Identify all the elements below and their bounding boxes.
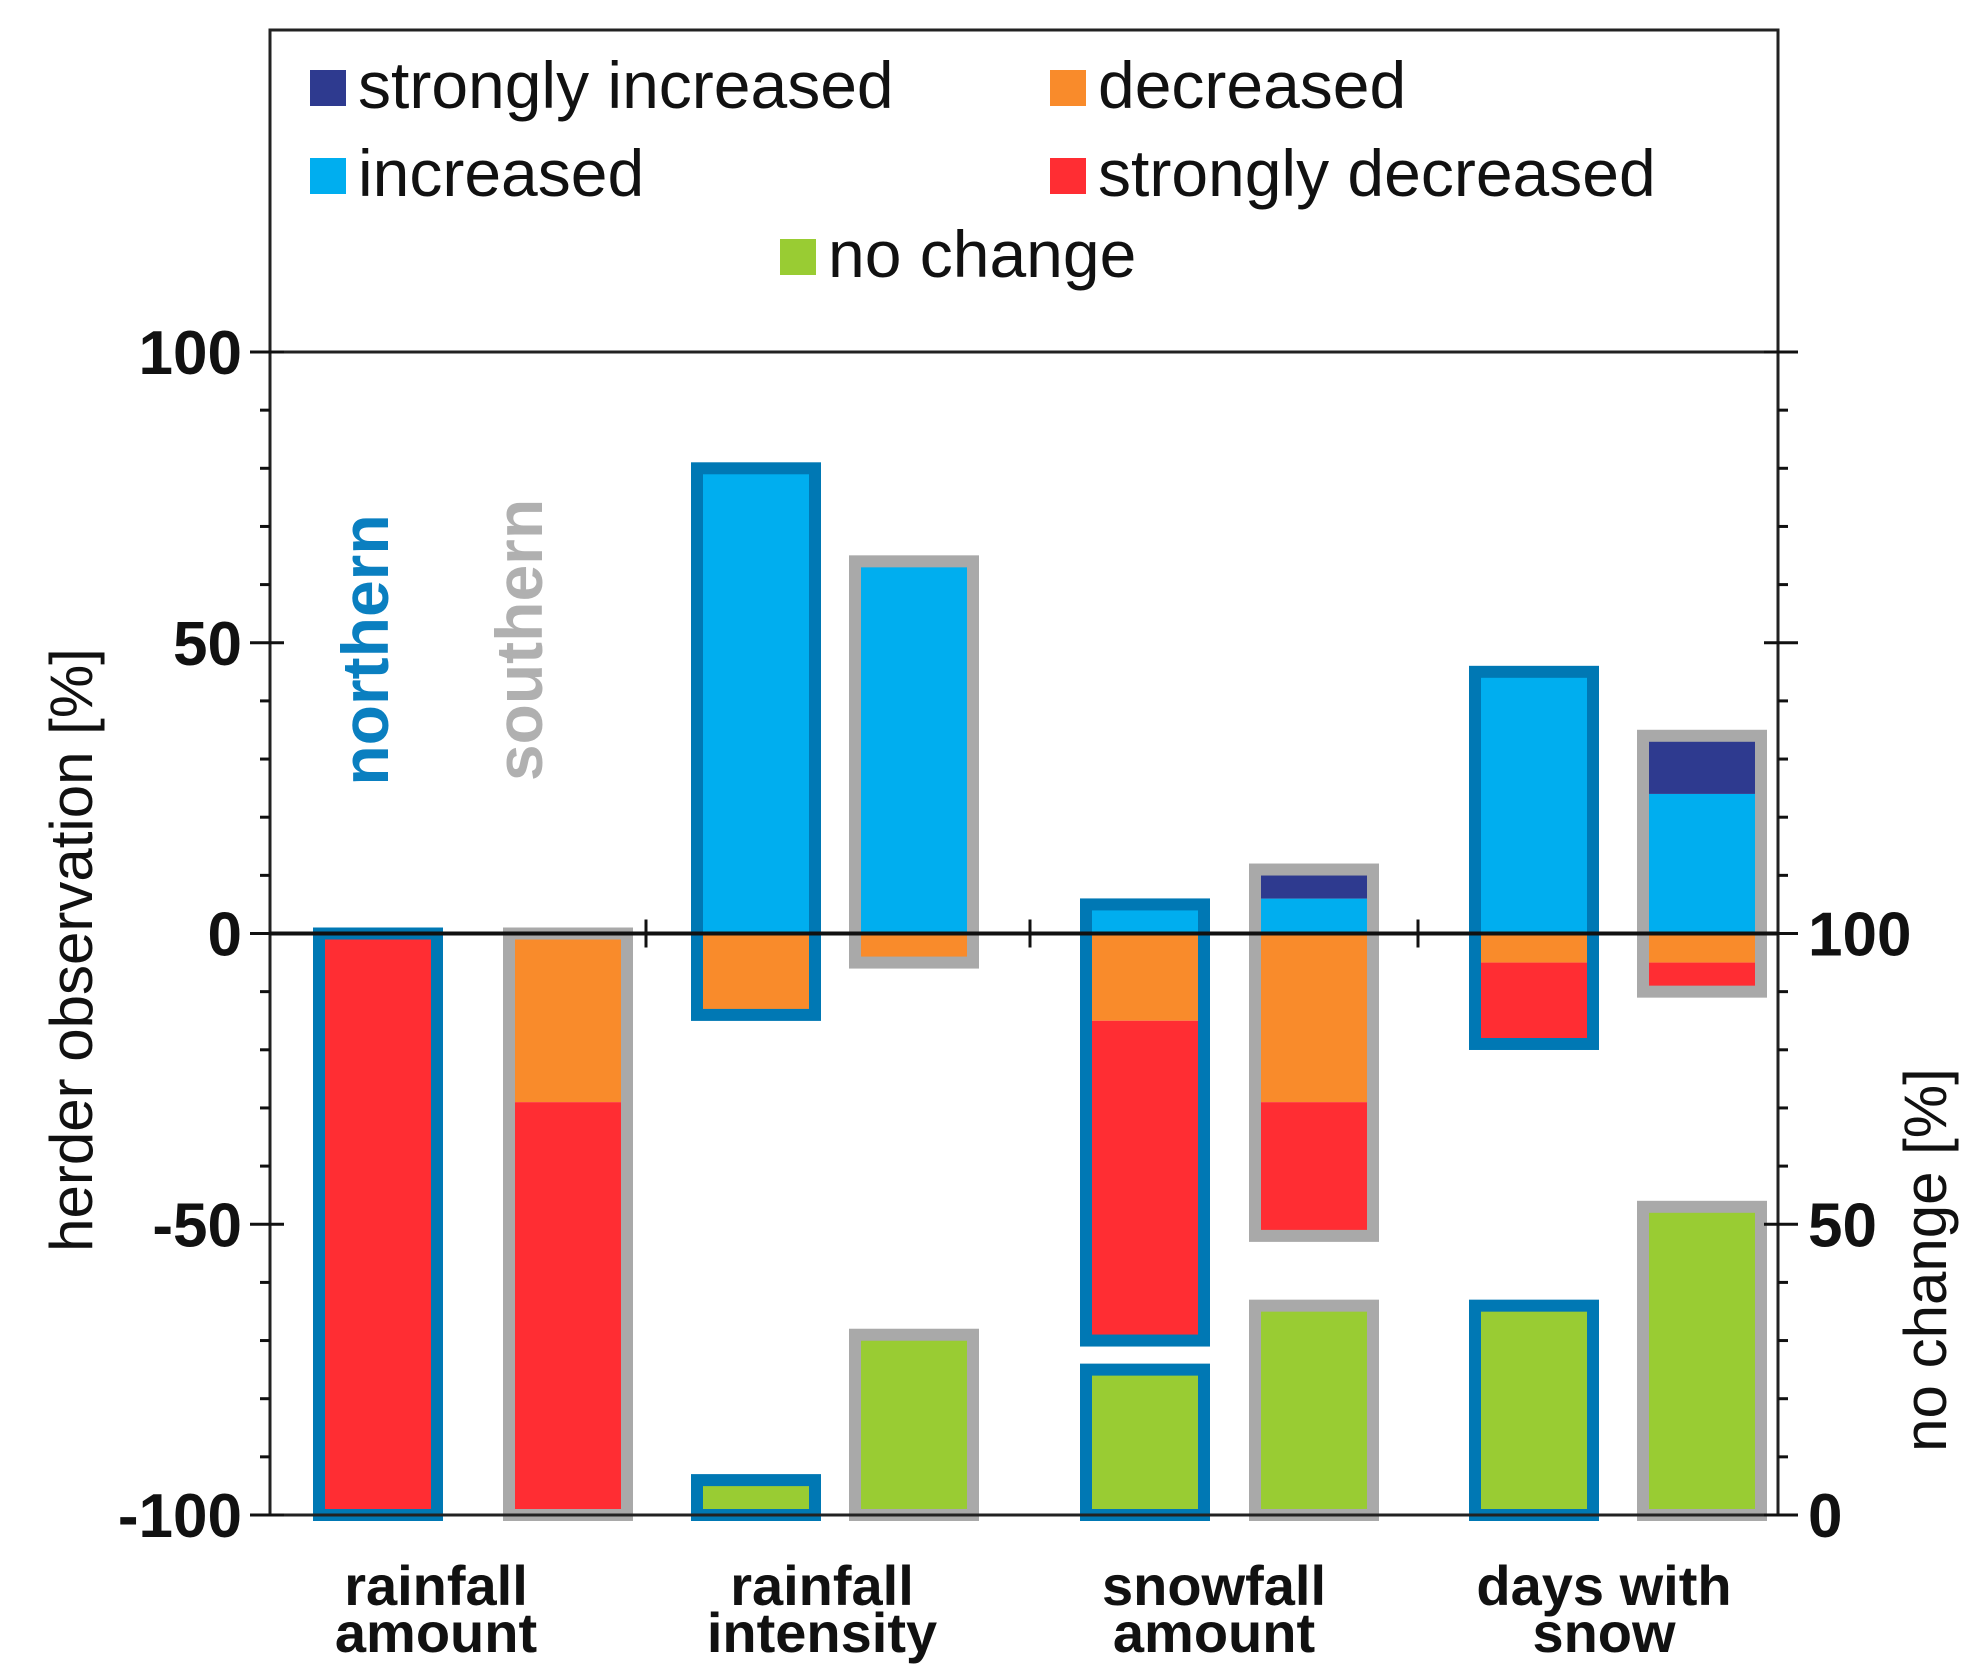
bar-outline-days-with-snow-northern bbox=[1469, 665, 1599, 1050]
category-label: amount bbox=[1113, 1601, 1315, 1664]
left-tick-label: -50 bbox=[152, 1191, 242, 1260]
right-tick-label: 50 bbox=[1808, 1191, 1877, 1260]
bar-outline-snowfall-amount-southern bbox=[1249, 863, 1379, 1242]
bar-seg-snowfall-amount-northern-decreased bbox=[1086, 933, 1204, 1021]
legend-swatch-decreased bbox=[1050, 70, 1086, 106]
legend-swatch-increased bbox=[310, 158, 346, 194]
bar-outline-rainfall-intensity-southern bbox=[849, 555, 979, 969]
group-label-southern: southern bbox=[482, 499, 556, 781]
bar-seg-rainfall-intensity-northern-decreased bbox=[697, 933, 815, 1015]
axes bbox=[250, 350, 1798, 1517]
legend-label-strongly-decreased: strongly decreased bbox=[1098, 136, 1656, 210]
bar-seg-snowfall-amount-northern-strongly-decreased bbox=[1086, 1020, 1204, 1341]
legend-swatch-no-change bbox=[780, 239, 816, 275]
bar-seg-days-with-snow-northern-increased bbox=[1475, 671, 1593, 934]
right-tick-label: 100 bbox=[1808, 901, 1911, 970]
labels: 100500-50-100100500rainfallamountrainfal… bbox=[38, 319, 1959, 1664]
category-label: snow bbox=[1532, 1601, 1676, 1664]
category-label: days with bbox=[1476, 1554, 1731, 1617]
bar-seg-rainfall-amount-northern-strongly-decreased bbox=[319, 933, 437, 1515]
left-tick-label: 0 bbox=[208, 901, 242, 970]
bar-seg-days-with-snow-northern-strongly-decreased bbox=[1475, 962, 1593, 1044]
legend: strongly increased decreased increased stro… bbox=[268, 28, 1780, 354]
bar-outline-snowfall-amount-northern bbox=[1080, 898, 1210, 1347]
legend-swatch-strongly-increased bbox=[310, 70, 346, 106]
bar-seg-snowfall-amount-southern-increased bbox=[1255, 898, 1373, 934]
bar-seg-rainfall-amount-southern-decreased bbox=[509, 933, 627, 1103]
bar-seg-rainfall-amount-southern-strongly-decreased bbox=[509, 1102, 627, 1515]
bar-seg-days-with-snow-northern-decreased bbox=[1475, 933, 1593, 963]
bar-seg-snowfall-amount-southern-decreased bbox=[1255, 933, 1373, 1103]
bar-outline-rainfall-intensity-northern bbox=[691, 462, 821, 1021]
bar-seg-days-with-snow-northern-no-change bbox=[1475, 1305, 1593, 1515]
bar-seg-days-with-snow-southern-increased bbox=[1643, 793, 1761, 934]
legend-label-strongly-increased: strongly increased bbox=[358, 48, 894, 122]
group-label-northern: northern bbox=[328, 514, 402, 785]
bar-seg-days-with-snow-southern-decreased bbox=[1643, 933, 1761, 963]
left-tick-label: 50 bbox=[173, 610, 242, 679]
bar-seg-days-with-snow-southern-no-change bbox=[1643, 1206, 1761, 1515]
category-label: snowfall bbox=[1102, 1554, 1326, 1617]
category-label: rainfall bbox=[344, 1554, 528, 1617]
category-label: intensity bbox=[707, 1601, 937, 1664]
bar-seg-snowfall-amount-northern-no-change bbox=[1086, 1369, 1204, 1515]
category-label: rainfall bbox=[730, 1554, 914, 1617]
left-tick-label: 100 bbox=[139, 319, 242, 388]
category-label: amount bbox=[335, 1601, 537, 1664]
bar-seg-rainfall-intensity-northern-increased bbox=[697, 468, 815, 934]
bar-seg-days-with-snow-southern-strongly-increased bbox=[1643, 735, 1761, 794]
legend-label-decreased: decreased bbox=[1098, 48, 1406, 122]
legend-box bbox=[268, 28, 1780, 354]
legend-label-no-change: no change bbox=[828, 217, 1136, 291]
bar-seg-snowfall-amount-southern-strongly-decreased bbox=[1255, 1102, 1373, 1236]
legend-label-increased: increased bbox=[358, 136, 644, 210]
bar-outline-days-with-snow-southern bbox=[1637, 729, 1767, 998]
left-tick-label: -100 bbox=[118, 1482, 242, 1551]
bar-seg-snowfall-amount-southern-no-change bbox=[1255, 1305, 1373, 1515]
right-axis-title: no change [%] bbox=[1892, 1068, 1959, 1452]
bar-seg-rainfall-intensity-southern-no-change bbox=[855, 1334, 973, 1515]
right-tick-label: 0 bbox=[1808, 1482, 1842, 1551]
left-axis-title: herder observation [%] bbox=[38, 648, 105, 1252]
bar-seg-rainfall-intensity-southern-increased bbox=[855, 561, 973, 934]
legend-swatch-strongly-decreased bbox=[1050, 158, 1086, 194]
